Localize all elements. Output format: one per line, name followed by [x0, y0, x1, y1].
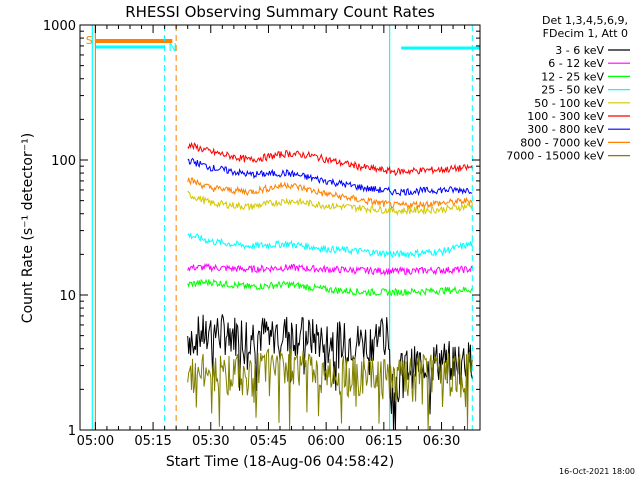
flag-n-label: N [168, 41, 176, 54]
chart-title: RHESSI Observing Summary Count Rates [125, 3, 435, 21]
x-tick-label: 05:00 [77, 434, 114, 449]
series-line-5 [187, 141, 473, 177]
legend-label: 800 - 7000 keV [520, 136, 604, 149]
series-line-6 [187, 157, 473, 197]
legend-label: 50 - 100 keV [534, 97, 604, 110]
series-line-8 [187, 348, 473, 431]
legend-label: 300 - 800 keV [527, 123, 604, 136]
y-tick-label: 1000 [43, 19, 76, 34]
series-line-2 [187, 278, 473, 297]
series-line-0 [187, 314, 473, 431]
footer-timestamp: 16-Oct-2021 18:00 [559, 467, 635, 476]
y-axis-label: Count Rate (s⁻¹ detector⁻¹) [20, 133, 36, 323]
x-tick-label: 06:30 [423, 434, 460, 449]
legend-label: 7000 - 15000 keV [506, 150, 604, 163]
y-tick-label: 1 [68, 424, 76, 439]
series-line-7 [187, 177, 473, 210]
series-lines: SN [86, 25, 480, 431]
y-tick-label: 10 [59, 289, 76, 304]
legend-label: 3 - 6 keV [555, 44, 604, 57]
x-axis-label: Start Time (18-Aug-06 04:58:42) [166, 454, 394, 470]
x-tick-label: 05:15 [134, 434, 171, 449]
legend-label: 100 - 300 keV [527, 110, 604, 123]
series-line-4 [187, 190, 473, 217]
legend-header: FDecim 1, Att 0 [543, 27, 628, 40]
legend-label: 12 - 25 keV [541, 70, 604, 83]
legend-label: 25 - 50 keV [541, 84, 604, 97]
x-tick-label: 06:00 [307, 434, 344, 449]
legend: Det 1,3,4,5,6,9,FDecim 1, Att 0 3 - 6 keV… [506, 14, 630, 163]
x-tick-label: 06:15 [365, 434, 402, 449]
series-line-1 [187, 262, 473, 277]
legend-label: 6 - 12 keV [548, 57, 604, 70]
x-tick-label: 05:30 [192, 434, 229, 449]
flag-s-label: S [86, 34, 93, 47]
series-line-3 [187, 233, 473, 259]
y-tick-label: 100 [51, 154, 76, 169]
legend-header: Det 1,3,4,5,6,9, [542, 14, 628, 27]
axes: 1 10 100 1000 05:00 05:15 05:30 05:45 06:00 06:15… [43, 19, 481, 449]
x-tick-label: 05:45 [250, 434, 287, 449]
